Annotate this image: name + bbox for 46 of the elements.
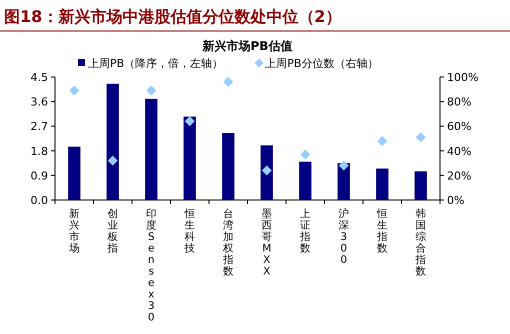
x-tick-label: 创业板指 bbox=[106, 208, 118, 254]
point bbox=[108, 156, 118, 166]
bar bbox=[260, 145, 273, 200]
point bbox=[300, 149, 310, 160]
legend-label: 上周PB分位数（右轴） bbox=[265, 57, 378, 70]
chart-title: 图18：新兴市场中港股估值分位数处中位（2） bbox=[4, 7, 342, 26]
bar bbox=[299, 162, 312, 200]
bar bbox=[106, 84, 119, 200]
x-tick-label: 台湾加权指数 bbox=[222, 207, 234, 278]
y-tick-label: 1.8 bbox=[30, 144, 48, 158]
point bbox=[377, 136, 388, 146]
point bbox=[338, 160, 349, 171]
y-tick-label: 3.6 bbox=[30, 96, 48, 109]
point bbox=[184, 116, 195, 126]
y2-tick-label: 20% bbox=[447, 169, 472, 182]
x-tick-label: 新兴市场 bbox=[68, 207, 80, 254]
x-tick-label: 沪深300 bbox=[338, 207, 350, 266]
x-tick-label: 恒生指数 bbox=[376, 208, 388, 254]
bar bbox=[184, 116, 196, 200]
bar bbox=[68, 146, 80, 200]
y-tick-label: 0.9 bbox=[30, 169, 48, 182]
x-tick-label: 恒生科技 bbox=[183, 208, 196, 254]
x-tick-label: 韩国综合指数 bbox=[414, 207, 426, 278]
bar bbox=[376, 168, 388, 200]
point bbox=[69, 86, 80, 96]
bar bbox=[414, 171, 427, 200]
y2-tick-label: 0% bbox=[447, 194, 464, 207]
bar bbox=[222, 133, 234, 200]
point bbox=[262, 165, 272, 176]
y-tick-label: 0.0 bbox=[30, 194, 48, 207]
bar bbox=[145, 98, 158, 200]
bar bbox=[338, 163, 350, 200]
category-label: 印度Sensex30 bbox=[146, 208, 157, 324]
x-tick-label: 上证指数 bbox=[298, 207, 311, 254]
point bbox=[146, 86, 156, 96]
x-tick-label: 墨西哥MXX bbox=[261, 208, 272, 278]
chart-subtitle: 新兴市场PB估值 bbox=[202, 39, 292, 53]
legend-label: 上周PB（降序，倍，左轴） bbox=[88, 57, 224, 70]
y-tick-label: 2.7 bbox=[30, 120, 48, 134]
y2-tick-label: 40% bbox=[447, 144, 472, 158]
point bbox=[416, 132, 426, 142]
y2-tick-label: 60% bbox=[447, 120, 472, 134]
y2-tick-label: 100% bbox=[447, 71, 478, 84]
point bbox=[223, 76, 234, 87]
y-tick-label: 4.5 bbox=[30, 71, 48, 84]
y2-tick-label: 80% bbox=[447, 96, 472, 109]
